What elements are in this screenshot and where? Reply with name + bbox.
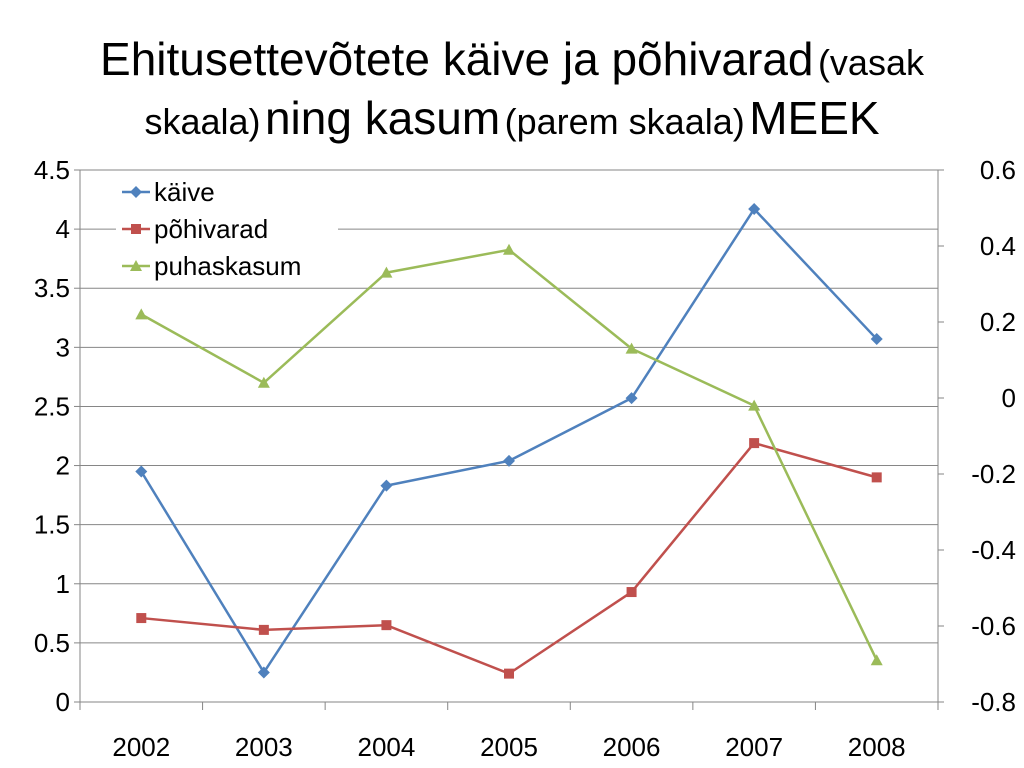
- x-tick-label: 2004: [358, 732, 416, 762]
- data-point: [380, 479, 393, 492]
- right-tick-label: -0.4: [971, 535, 1016, 565]
- right-tick-label: -0.2: [971, 459, 1016, 489]
- x-tick-label: 2002: [112, 732, 170, 762]
- legend-label: käive: [154, 177, 215, 207]
- left-tick-label: 3.5: [34, 273, 70, 303]
- title-part-6: MEEK: [749, 91, 880, 144]
- x-tick-label: 2003: [235, 732, 293, 762]
- data-point: [748, 399, 761, 411]
- legend-marker: [130, 186, 142, 198]
- data-point: [257, 666, 270, 679]
- data-point: [135, 308, 148, 320]
- left-tick-label: 0: [56, 687, 70, 717]
- data-point: [258, 624, 269, 635]
- legend-label: puhaskasum: [154, 251, 301, 281]
- data-point: [135, 465, 148, 478]
- data-point: [381, 620, 392, 631]
- title-part-2: (vasak: [817, 42, 924, 83]
- data-point: [504, 668, 514, 679]
- title-part-3: skaala): [144, 100, 261, 142]
- legend-label: põhivarad: [154, 214, 268, 244]
- left-tick-label: 4.5: [34, 155, 70, 185]
- x-tick-label: 2006: [603, 732, 661, 762]
- data-point: [503, 454, 515, 467]
- left-tick-label: 2: [56, 451, 70, 481]
- left-tick-label: 1: [56, 569, 70, 599]
- left-tick-label: 2.5: [34, 391, 70, 421]
- title-part-4: ning kasum: [264, 91, 501, 144]
- right-tick-label: 0.6: [980, 155, 1016, 185]
- right-tick-label: 0.2: [980, 307, 1016, 337]
- chart-title: Ehitusettevõtete käive ja põhivarad (vas…: [0, 30, 1024, 148]
- data-point: [749, 438, 760, 449]
- data-point: [257, 376, 270, 388]
- x-tick-label: 2008: [848, 732, 906, 762]
- right-tick-label: -0.8: [971, 687, 1016, 717]
- data-point: [748, 203, 761, 216]
- legend-marker: [130, 260, 142, 271]
- data-point: [380, 266, 393, 278]
- data-point: [870, 333, 883, 346]
- data-point: [626, 587, 637, 598]
- legend-box: [116, 174, 338, 282]
- data-point: [625, 342, 638, 354]
- series-line-1: [141, 441, 878, 675]
- data-point: [870, 654, 883, 666]
- data-point: [871, 472, 882, 483]
- data-point: [625, 392, 638, 405]
- data-point: [136, 613, 147, 624]
- right-tick-label: -0.6: [971, 611, 1016, 641]
- x-tick-label: 2005: [480, 732, 538, 762]
- x-tick-label: 2007: [725, 732, 783, 762]
- right-tick-label: 0: [1002, 383, 1016, 413]
- legend-marker: [131, 224, 141, 234]
- left-tick-label: 4: [56, 214, 70, 244]
- left-tick-label: 0.5: [34, 628, 70, 658]
- left-tick-label: 3: [56, 332, 70, 362]
- left-tick-label: 1.5: [34, 510, 70, 540]
- data-point: [503, 243, 515, 255]
- right-tick-label: 0.4: [980, 231, 1016, 261]
- title-part-1: Ehitusettevõtete käive ja põhivarad: [100, 33, 814, 85]
- title-part-5: (parem skaala): [504, 100, 745, 142]
